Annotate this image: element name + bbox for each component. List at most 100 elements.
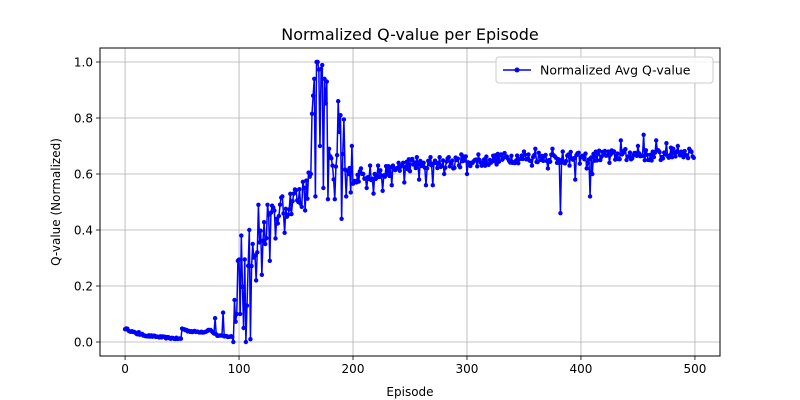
- data-point: [522, 152, 528, 158]
- data-point: [356, 179, 361, 184]
- data-point: [415, 162, 421, 167]
- data-point: [414, 155, 420, 160]
- data-point: [615, 151, 620, 156]
- data-point: [313, 194, 318, 199]
- data-point: [231, 339, 236, 345]
- data-point: [618, 138, 624, 143]
- data-point: [232, 297, 237, 303]
- data-point: [547, 159, 553, 164]
- data-point: [443, 165, 448, 170]
- data-point: [520, 156, 526, 162]
- data-point: [325, 197, 331, 202]
- data-point: [447, 164, 453, 169]
- data-point: [543, 152, 548, 158]
- data-point: [611, 149, 617, 154]
- data-point: [627, 150, 633, 155]
- y-tick-label: 0.0: [74, 336, 93, 350]
- legend-box: [495, 56, 714, 84]
- data-point: [535, 159, 540, 165]
- data-point: [234, 311, 239, 317]
- data-point: [371, 191, 376, 196]
- data-point: [435, 165, 440, 171]
- data-point: [375, 163, 381, 168]
- data-point: [526, 152, 531, 157]
- series-line: [124, 61, 695, 343]
- data-point: [529, 163, 535, 168]
- data-point: [651, 154, 657, 160]
- data-point: [321, 185, 326, 191]
- data-point: [364, 185, 369, 191]
- data-point: [410, 156, 415, 162]
- data-point: [318, 66, 324, 72]
- data-point: [285, 212, 291, 217]
- data-point: [607, 160, 612, 165]
- data-point: [281, 211, 286, 216]
- data-point: [462, 158, 467, 163]
- data-point: [430, 183, 435, 188]
- data-point: [243, 339, 249, 345]
- data-point: [305, 196, 310, 201]
- data-point: [268, 210, 274, 215]
- data-point: [589, 155, 594, 160]
- data-point: [502, 150, 507, 156]
- data-point: [426, 158, 431, 164]
- data-point: [258, 228, 263, 233]
- data-point: [541, 158, 546, 164]
- data-point: [320, 62, 325, 68]
- x-tick-label: 400: [570, 362, 593, 376]
- data-point: [660, 156, 666, 161]
- data-point: [563, 158, 569, 164]
- y-tick-label: 0.6: [74, 168, 93, 182]
- data-point: [475, 164, 480, 169]
- data-point: [361, 171, 366, 177]
- data-point: [272, 208, 277, 213]
- x-axis-label: Episode: [386, 385, 433, 399]
- data-point: [300, 179, 306, 185]
- data-point: [230, 334, 235, 339]
- data-point: [293, 187, 299, 193]
- data-point: [336, 99, 341, 104]
- data-point: [498, 152, 504, 157]
- data-point: [310, 93, 316, 98]
- data-point: [248, 337, 253, 342]
- data-point: [514, 153, 520, 158]
- data-point: [244, 303, 250, 308]
- legend-entry-normalized-avg-q-value: Normalized Avg Q-value: [540, 63, 691, 78]
- data-point: [347, 165, 352, 171]
- y-tick-label: 0.8: [74, 112, 93, 126]
- grid-lines: [100, 48, 720, 356]
- data-point: [256, 202, 261, 207]
- data-point: [291, 191, 296, 196]
- data-point: [555, 156, 561, 162]
- data-point: [302, 208, 308, 213]
- data-point: [276, 213, 282, 219]
- data-point: [492, 158, 497, 164]
- data-point: [519, 153, 524, 158]
- data-point: [178, 336, 184, 341]
- data-point: [528, 158, 534, 164]
- data-point: [407, 169, 413, 174]
- data-point: [400, 160, 406, 165]
- data-point: [617, 157, 622, 162]
- data-point: [424, 166, 430, 171]
- data-point: [649, 158, 654, 163]
- data-point: [669, 155, 675, 160]
- data-point: [413, 165, 418, 171]
- data-point: [675, 143, 681, 149]
- data-point: [584, 166, 589, 171]
- data-point: [437, 155, 442, 160]
- data-point: [558, 211, 563, 216]
- data-point: [315, 59, 320, 65]
- data-point: [326, 146, 332, 152]
- data-point: [416, 177, 422, 182]
- data-point: [440, 158, 446, 163]
- data-point: [282, 230, 287, 235]
- data-point: [624, 157, 629, 163]
- data-point: [252, 253, 258, 258]
- data-point: [612, 157, 618, 162]
- data-point: [606, 149, 611, 154]
- data-point: [673, 154, 678, 159]
- series-markers: [122, 59, 696, 345]
- data-point: [301, 185, 307, 191]
- data-point: [283, 206, 288, 211]
